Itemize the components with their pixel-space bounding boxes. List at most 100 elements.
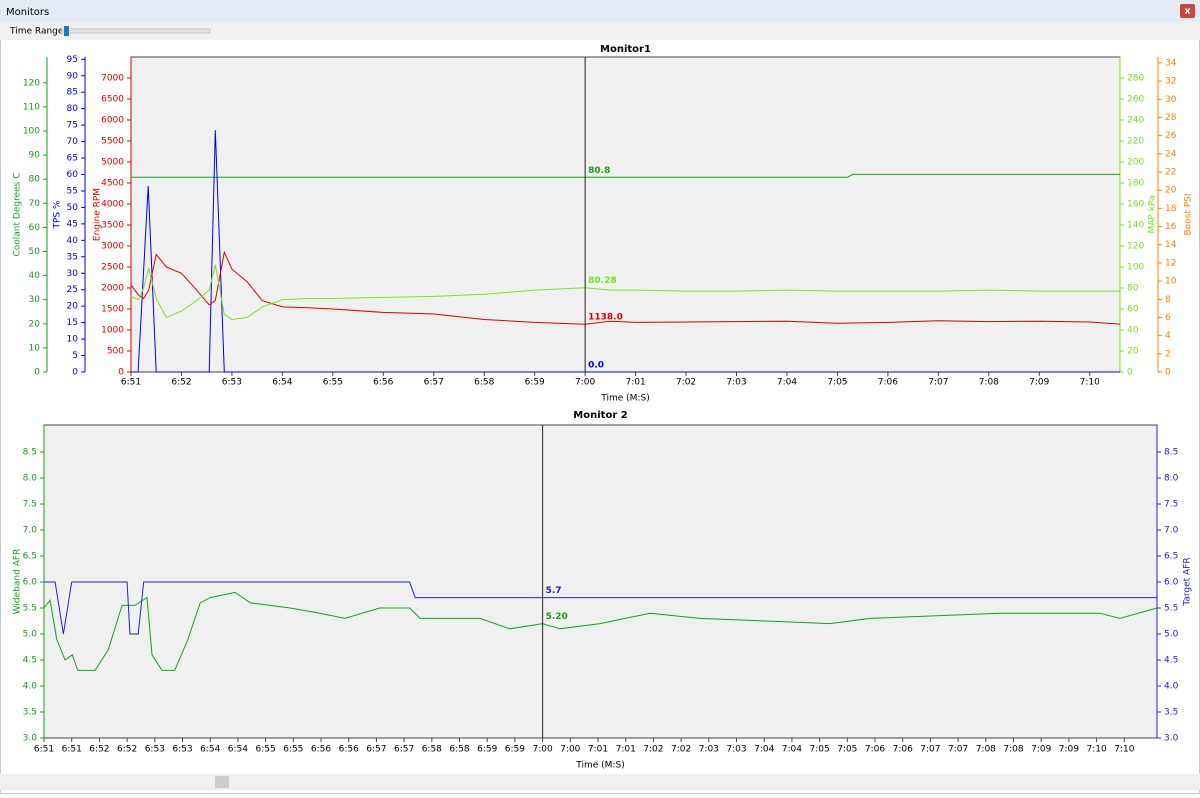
y-axis-label: MAP kPa xyxy=(1148,196,1158,234)
y-tick-label: 3.5 xyxy=(1164,708,1178,718)
x-tick-label: 6:58 xyxy=(449,745,469,755)
y-tick-label: 34 xyxy=(1165,58,1177,68)
x-tick-label: 6:59 xyxy=(477,745,497,755)
x-tick-label: 6:52 xyxy=(117,745,137,755)
scroll-thumb[interactable] xyxy=(215,776,229,788)
x-tick-label: 7:00 xyxy=(575,378,595,388)
y-tick-label: 6 xyxy=(1165,313,1171,323)
y-tick-label: 260 xyxy=(1127,95,1144,105)
x-tick-label: 6:56 xyxy=(339,745,359,755)
series-line xyxy=(130,250,1121,325)
y-tick-label: 280 xyxy=(1127,74,1144,84)
y-tick-label: 4000 xyxy=(101,200,124,210)
y-tick-label: 90 xyxy=(67,71,79,81)
title-bar xyxy=(0,0,1200,22)
x-tick-label: 7:06 xyxy=(878,378,898,388)
y-tick-label: 24 xyxy=(1165,149,1177,159)
y-tick-label: 5.5 xyxy=(1164,604,1178,614)
x-tick-label: 6:54 xyxy=(228,745,248,755)
x-axis-label: Time (M:S) xyxy=(600,394,649,404)
y-tick-label: 80 xyxy=(29,175,41,185)
time-range-thumb[interactable] xyxy=(64,26,69,36)
x-tick-label: 7:04 xyxy=(782,745,802,755)
x-tick-label: 7:02 xyxy=(643,745,663,755)
y-tick-label: 40 xyxy=(1127,326,1139,336)
y-axis-label: Engine RPM xyxy=(93,188,103,241)
y-tick-label: 65 xyxy=(67,154,78,164)
y-tick-label: 8.0 xyxy=(1164,474,1179,484)
y-tick-label: 200 xyxy=(1127,158,1144,168)
y-tick-label: 6500 xyxy=(101,95,124,105)
x-tick-label: 6:53 xyxy=(222,378,242,388)
y-tick-label: 8.0 xyxy=(23,474,38,484)
x-tick-label: 6:59 xyxy=(505,745,525,755)
close-icon[interactable]: x xyxy=(1185,7,1191,17)
y-tick-label: 20 xyxy=(1165,186,1177,196)
y-tick-label: 7000 xyxy=(101,74,124,84)
y-tick-label: 240 xyxy=(1127,116,1144,126)
time-range-track[interactable] xyxy=(61,28,211,34)
y-tick-label: 6.0 xyxy=(23,578,38,588)
y-tick-label: 4.5 xyxy=(1164,656,1178,666)
y-tick-label: 3000 xyxy=(101,242,124,252)
y-tick-label: 55 xyxy=(67,186,78,196)
y-tick-label: 220 xyxy=(1127,137,1144,147)
x-tick-label: 7:05 xyxy=(810,745,830,755)
y-tick-label: 4500 xyxy=(101,179,124,189)
cursor-readout: 80.28 xyxy=(588,276,616,286)
y-tick-label: 20 xyxy=(1127,347,1139,357)
y-axis-label: Boost PSI xyxy=(1184,193,1194,235)
y-tick-label: 80 xyxy=(67,104,79,114)
y-tick-label: 10 xyxy=(29,343,41,353)
series-line xyxy=(44,581,1157,635)
x-tick-label: 6:54 xyxy=(200,745,220,755)
y-axis-label: TPS % xyxy=(53,200,63,229)
y-tick-label: 50 xyxy=(29,247,41,257)
x-tick-label: 7:03 xyxy=(726,378,746,388)
close-button[interactable] xyxy=(1180,4,1195,18)
y-tick-label: 100 xyxy=(23,126,40,136)
y-tick-label: 90 xyxy=(29,151,41,161)
y-tick-label: 60 xyxy=(67,170,79,180)
y-tick-label: 40 xyxy=(67,236,79,246)
y-tick-label: 6.5 xyxy=(1164,552,1178,562)
y-tick-label: 60 xyxy=(1127,305,1139,315)
y-tick-label: 120 xyxy=(23,78,40,88)
y-tick-label: 12 xyxy=(1165,258,1176,268)
x-tick-label: 7:01 xyxy=(625,378,645,388)
y-axis-label: Target AFR xyxy=(1183,557,1193,606)
y-tick-label: 22 xyxy=(1165,168,1176,178)
x-tick-label: 7:09 xyxy=(1031,745,1051,755)
y-tick-label: 50 xyxy=(67,203,79,213)
y-tick-label: 2000 xyxy=(101,284,124,294)
y-tick-label: 100 xyxy=(1127,263,1144,273)
y-tick-label: 1000 xyxy=(101,326,124,336)
y-tick-label: 7.0 xyxy=(1164,526,1179,536)
y-tick-label: 140 xyxy=(1127,221,1144,231)
cursor-readout: 80.8 xyxy=(588,166,610,176)
x-tick-label: 6:57 xyxy=(424,378,444,388)
y-tick-label: 4 xyxy=(1165,331,1171,341)
x-tick-label: 7:07 xyxy=(948,745,968,755)
x-tick-label: 7:02 xyxy=(676,378,696,388)
y-tick-label: 30 xyxy=(1165,95,1177,105)
y-tick-label: 8.5 xyxy=(23,448,37,458)
y-tick-label: 6.0 xyxy=(1164,578,1179,588)
time-range-label: Time Range xyxy=(9,27,64,37)
window-title: Monitors xyxy=(6,7,49,18)
x-tick-label: 7:06 xyxy=(865,745,885,755)
y-tick-label: 95 xyxy=(67,55,78,65)
y-tick-label: 10 xyxy=(67,335,79,345)
series-line xyxy=(131,130,1120,373)
x-tick-label: 7:09 xyxy=(1059,745,1079,755)
x-tick-label: 7:08 xyxy=(1003,745,1023,755)
y-tick-label: 0 xyxy=(72,368,78,378)
y-tick-label: 26 xyxy=(1165,131,1177,141)
y-tick-label: 35 xyxy=(67,252,78,262)
y-tick-label: 5.0 xyxy=(1164,630,1179,640)
y-tick-label: 5.0 xyxy=(23,630,38,640)
scrollbar[interactable] xyxy=(0,774,1200,790)
y-tick-label: 85 xyxy=(67,88,78,98)
y-tick-label: 7.5 xyxy=(23,500,37,510)
y-tick-label: 500 xyxy=(107,347,124,357)
